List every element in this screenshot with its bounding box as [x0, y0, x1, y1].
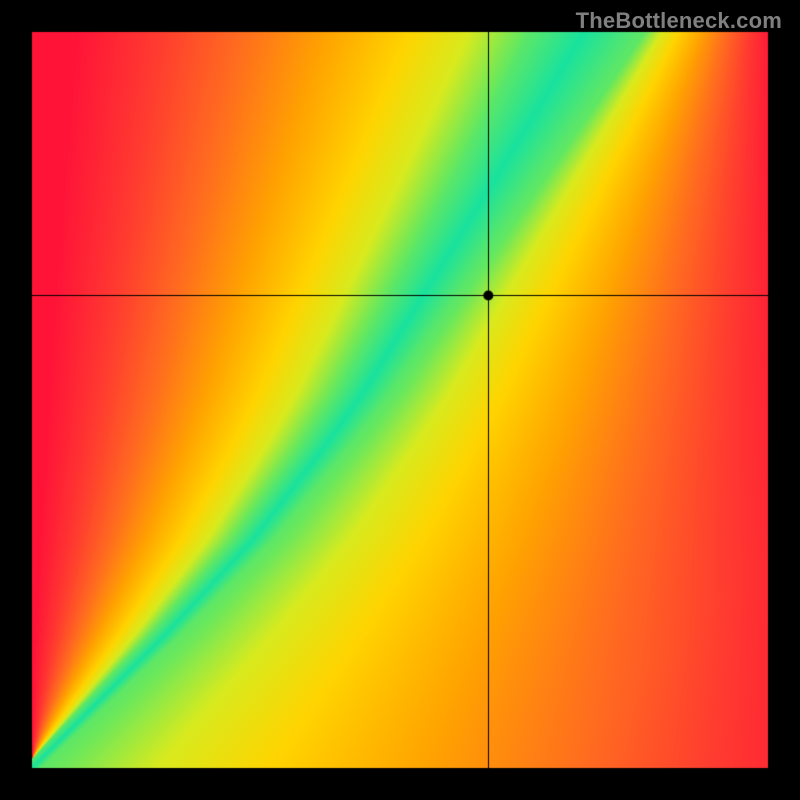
watermark-text: TheBottleneck.com	[576, 8, 782, 34]
heatmap-canvas	[0, 0, 800, 800]
chart-container: TheBottleneck.com	[0, 0, 800, 800]
